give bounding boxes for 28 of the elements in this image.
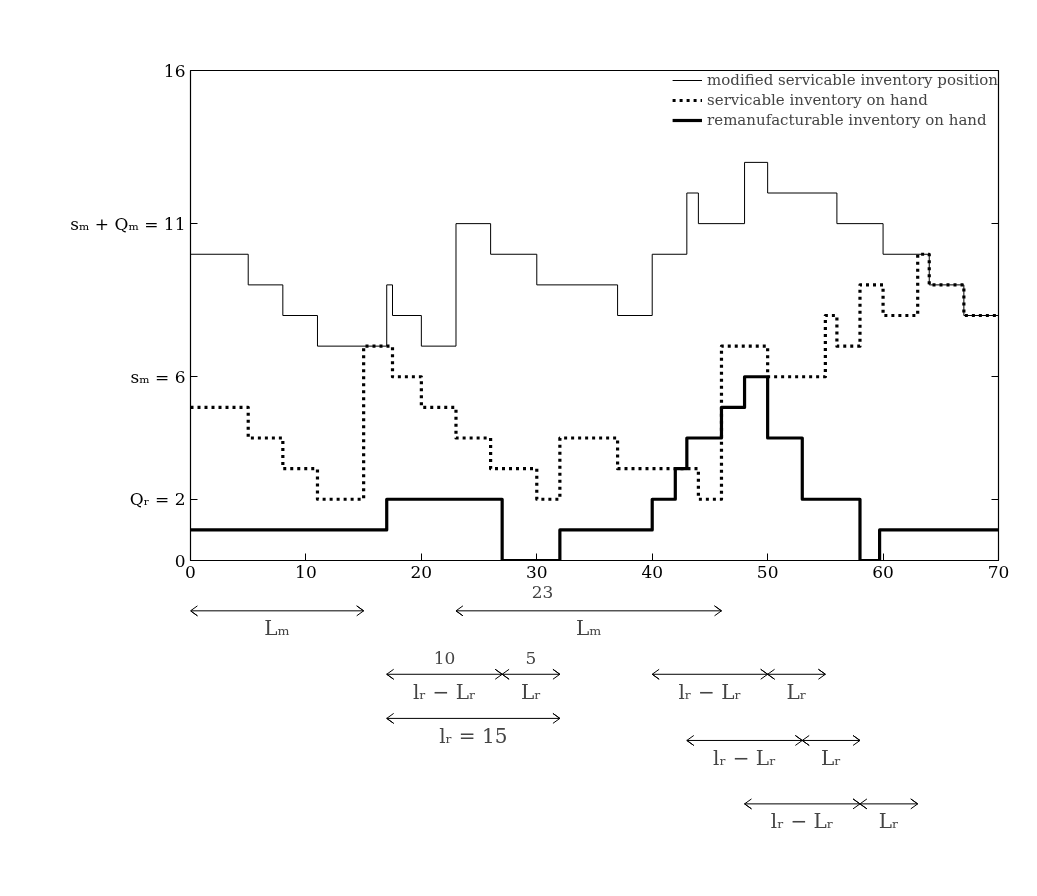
y-tick-label: Qᵣ = 2	[129, 489, 186, 510]
text: lᵣ − Lᵣ	[678, 679, 742, 704]
legend-label: remanufacturable inventory on hand	[707, 111, 987, 129]
x-tick-label: 30	[525, 561, 548, 582]
x-tick-label: 50	[756, 561, 779, 582]
legend-label: servicable inventory on hand	[707, 91, 928, 109]
legend-label: modified servicable inventory position	[707, 71, 998, 89]
x-tick-label: 20	[410, 561, 433, 582]
text: 23	[531, 581, 554, 602]
y-tick-label: 16	[163, 60, 186, 81]
text: Lᵣ	[878, 809, 899, 834]
x-tick-label: 70	[987, 561, 1010, 582]
y-tick-label: sₘ + Qₘ = 11	[70, 213, 186, 234]
text: lᵣ = 15	[439, 723, 508, 748]
text: 5	[525, 647, 537, 668]
text: lᵣ − Lᵣ	[412, 679, 476, 704]
text: 10	[433, 647, 456, 668]
text: Lᵣ	[520, 679, 542, 704]
text: Lₘ	[264, 616, 290, 641]
text: Lₘ	[575, 616, 602, 641]
x-tick-label: 60	[872, 561, 894, 582]
x-tick-label: 10	[295, 561, 317, 582]
text: Lᵣ	[786, 679, 807, 704]
text: Lᵣ	[821, 745, 842, 770]
text: lᵣ − Lᵣ	[713, 745, 777, 770]
x-tick-label: 40	[641, 561, 664, 582]
text: lᵣ − Lᵣ	[770, 809, 834, 834]
y-tick-label: sₘ = 6	[130, 366, 186, 387]
